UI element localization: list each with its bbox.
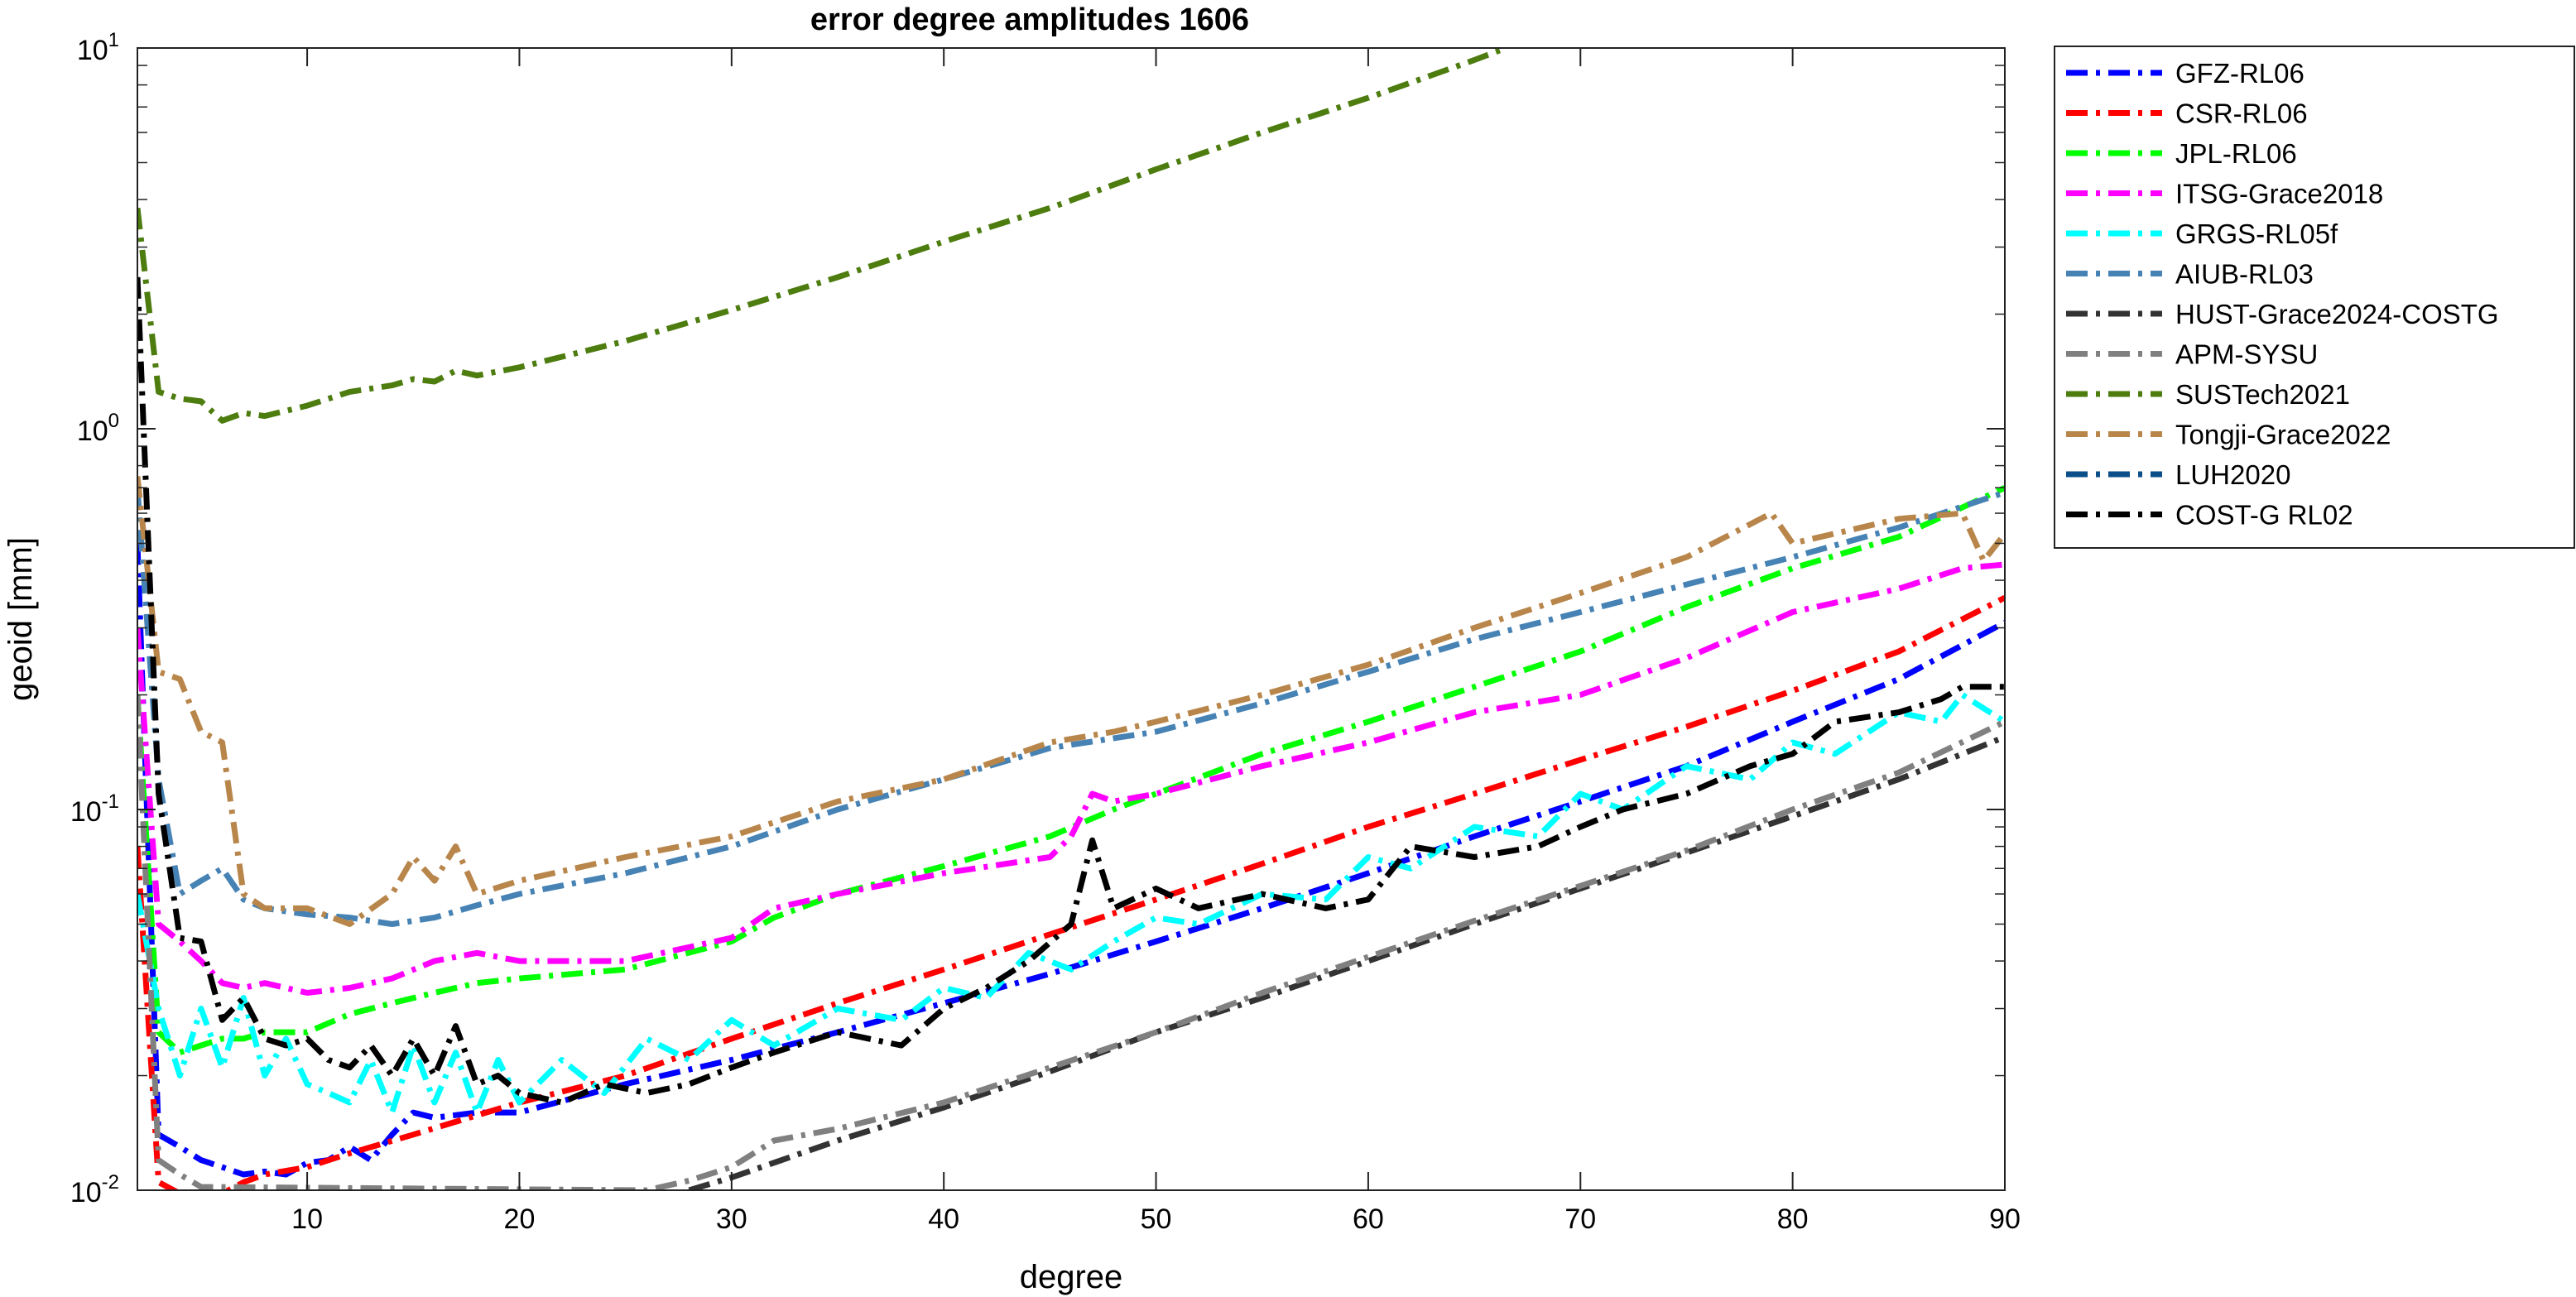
x-tick-label: 90 [1989, 1203, 2021, 1235]
series-line-cost-g-rl02 [137, 276, 2005, 1106]
x-tick-label: 40 [928, 1203, 959, 1235]
series-line-aiub-rl03 [137, 488, 2005, 927]
x-tick-label: 80 [1777, 1203, 1809, 1235]
y-tick-label: 10-1 [70, 790, 119, 828]
plot-layer [137, 48, 2005, 1190]
x-tick-label: 70 [1564, 1203, 1596, 1235]
chart-title: error degree amplitudes 1606 [810, 2, 1249, 37]
legend-label-sustech2021: SUSTech2021 [2175, 379, 2350, 410]
x-tick-label: 30 [716, 1203, 747, 1235]
legend-label-hust-grace2024-costg: HUST-Grace2024-COSTG [2175, 299, 2499, 329]
series-line-itsg-grace2018 [137, 561, 2005, 996]
x-tick-label: 20 [504, 1203, 536, 1235]
axes-layer: 10 20 30 40 50 60 70 80 90 10-2 10-1 100 101 [70, 29, 2021, 1235]
plot-frame [137, 47, 2006, 1191]
y-tick-label: 10-2 [70, 1171, 119, 1208]
legend-label-gfz-rl06: GFZ-RL06 [2175, 58, 2304, 89]
series-line-sustech2021 [137, 48, 1507, 424]
series-line-jpl-rl06 [137, 485, 2005, 1056]
legend-box [2054, 46, 2575, 549]
x-tick-label: 60 [1353, 1203, 1384, 1235]
series-line-grgs-rl05f [137, 692, 2005, 1116]
legend-label-luh2020: LUH2020 [2175, 459, 2290, 490]
legend-label-apm-sysu: APM-SYSU [2175, 339, 2318, 370]
series-line-apm-sysu [137, 694, 2005, 1190]
legend-label-tongji-grace2022: Tongji-Grace2022 [2175, 420, 2391, 450]
y-axis-label: geoid [mm] [2, 537, 39, 701]
legend-label-cost-g-rl02: COST-G RL02 [2175, 500, 2353, 531]
legend-label-aiub-rl03: AIUB-RL03 [2175, 259, 2314, 290]
legend: GFZ-RL06 CSR-RL06 JPL-RL06 ITSG-Grace2018 GR… [2054, 46, 2575, 549]
x-tick-label: 10 [291, 1203, 323, 1235]
series-line-gfz-rl06 [137, 543, 2005, 1178]
legend-label-csr-rl06: CSR-RL06 [2175, 98, 2308, 129]
y-tick-label: 100 [77, 410, 119, 447]
legend-label-grgs-rl05f: GRGS-RL05f [2175, 219, 2338, 249]
legend-label-itsg-grace2018: ITSG-Grace2018 [2175, 179, 2383, 209]
series-line-hust-grace2024-costg [688, 734, 2005, 1190]
x-axis-label: degree [1020, 1259, 1123, 1295]
legend-label-jpl-rl06: JPL-RL06 [2175, 138, 2297, 169]
y-tick-label: 101 [77, 29, 119, 66]
x-tick-label: 50 [1141, 1203, 1172, 1235]
series-line-tongji-grace2022 [137, 476, 2005, 927]
series-line-csr-rl06 [137, 594, 2005, 1190]
